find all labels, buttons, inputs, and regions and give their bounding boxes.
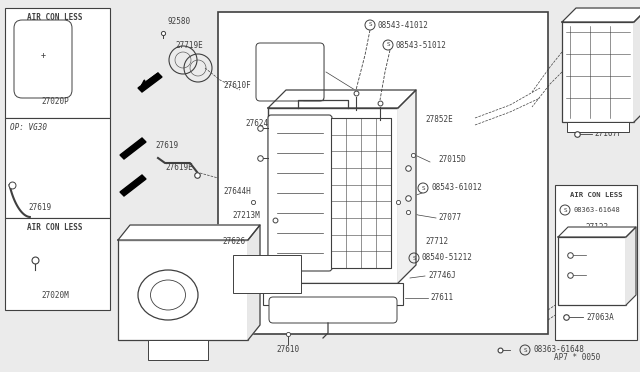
Text: AIR CON LESS: AIR CON LESS [570, 192, 622, 198]
Text: S: S [421, 186, 425, 190]
Text: 08543-51012: 08543-51012 [396, 41, 447, 49]
Polygon shape [634, 8, 640, 122]
Polygon shape [248, 225, 260, 340]
Polygon shape [120, 138, 146, 159]
Text: 27620: 27620 [268, 314, 292, 323]
Text: 27611: 27611 [430, 294, 453, 302]
Ellipse shape [138, 270, 198, 320]
Polygon shape [626, 227, 636, 305]
Text: S: S [368, 22, 372, 28]
Text: 08543-61012: 08543-61012 [431, 183, 482, 192]
Text: 27619: 27619 [28, 202, 52, 212]
FancyBboxPatch shape [268, 115, 332, 271]
Text: OP: VG30: OP: VG30 [10, 124, 47, 132]
Text: 27644H: 27644H [223, 187, 251, 196]
Text: S: S [524, 347, 527, 353]
Ellipse shape [150, 280, 186, 310]
Text: 27213M: 27213M [232, 211, 260, 219]
Text: 08543-41012: 08543-41012 [378, 20, 429, 29]
Text: S: S [387, 42, 390, 48]
Text: 27746J: 27746J [428, 270, 456, 279]
Polygon shape [268, 90, 416, 108]
Bar [268, 108, 398, 283]
Text: 27063A: 27063A [586, 312, 614, 321]
Text: 27619: 27619 [155, 141, 178, 150]
Bar [118, 240, 248, 340]
Bar [331, 118, 391, 268]
Bar [558, 237, 626, 305]
Text: 27123: 27123 [585, 222, 608, 231]
FancyBboxPatch shape [256, 43, 324, 101]
Text: 27077: 27077 [438, 214, 461, 222]
Text: 08363-61648: 08363-61648 [533, 346, 584, 355]
Polygon shape [558, 227, 636, 237]
Bar [233, 255, 301, 293]
Bar [567, 122, 629, 132]
Text: 08363-61648: 08363-61648 [573, 207, 620, 213]
Text: 27626: 27626 [222, 237, 245, 247]
Bar [148, 340, 208, 360]
Polygon shape [562, 8, 640, 22]
Polygon shape [398, 90, 416, 283]
Text: 27610: 27610 [276, 346, 300, 355]
Text: 27719E: 27719E [175, 41, 203, 49]
Bar [555, 185, 637, 340]
Bar [218, 12, 548, 334]
Bar [5, 218, 110, 310]
Text: 08540-51212: 08540-51212 [422, 253, 473, 263]
Text: AP7 * 0050: AP7 * 0050 [554, 353, 600, 362]
Text: 27610F: 27610F [223, 80, 251, 90]
Text: 27644N: 27644N [255, 264, 281, 270]
Text: 27712: 27712 [425, 237, 448, 247]
Polygon shape [120, 175, 146, 196]
Text: 27167F: 27167F [594, 129, 621, 138]
Polygon shape [258, 45, 323, 100]
FancyBboxPatch shape [269, 297, 397, 323]
Text: AIR CON LESS: AIR CON LESS [28, 224, 83, 232]
Bar [5, 118, 110, 218]
Text: S: S [412, 256, 416, 260]
Text: +: + [40, 51, 45, 60]
FancyBboxPatch shape [14, 20, 72, 98]
Bar [5, 8, 110, 118]
Text: 27624: 27624 [257, 279, 278, 285]
Text: S: S [563, 208, 567, 212]
Text: 27015D: 27015D [438, 155, 466, 164]
Text: 27020P: 27020P [41, 97, 69, 106]
Bar [562, 22, 634, 122]
Text: 27020M: 27020M [41, 291, 69, 299]
Bar [263, 283, 403, 305]
Text: 27852E: 27852E [425, 115, 452, 125]
Text: 92580: 92580 [168, 17, 191, 26]
Text: AIR CON LESS: AIR CON LESS [28, 13, 83, 22]
Text: 27619E: 27619E [165, 164, 193, 173]
Polygon shape [138, 73, 162, 92]
Text: 27624E: 27624E [245, 119, 273, 128]
Text: 27045: 27045 [296, 68, 319, 77]
Polygon shape [118, 225, 260, 240]
